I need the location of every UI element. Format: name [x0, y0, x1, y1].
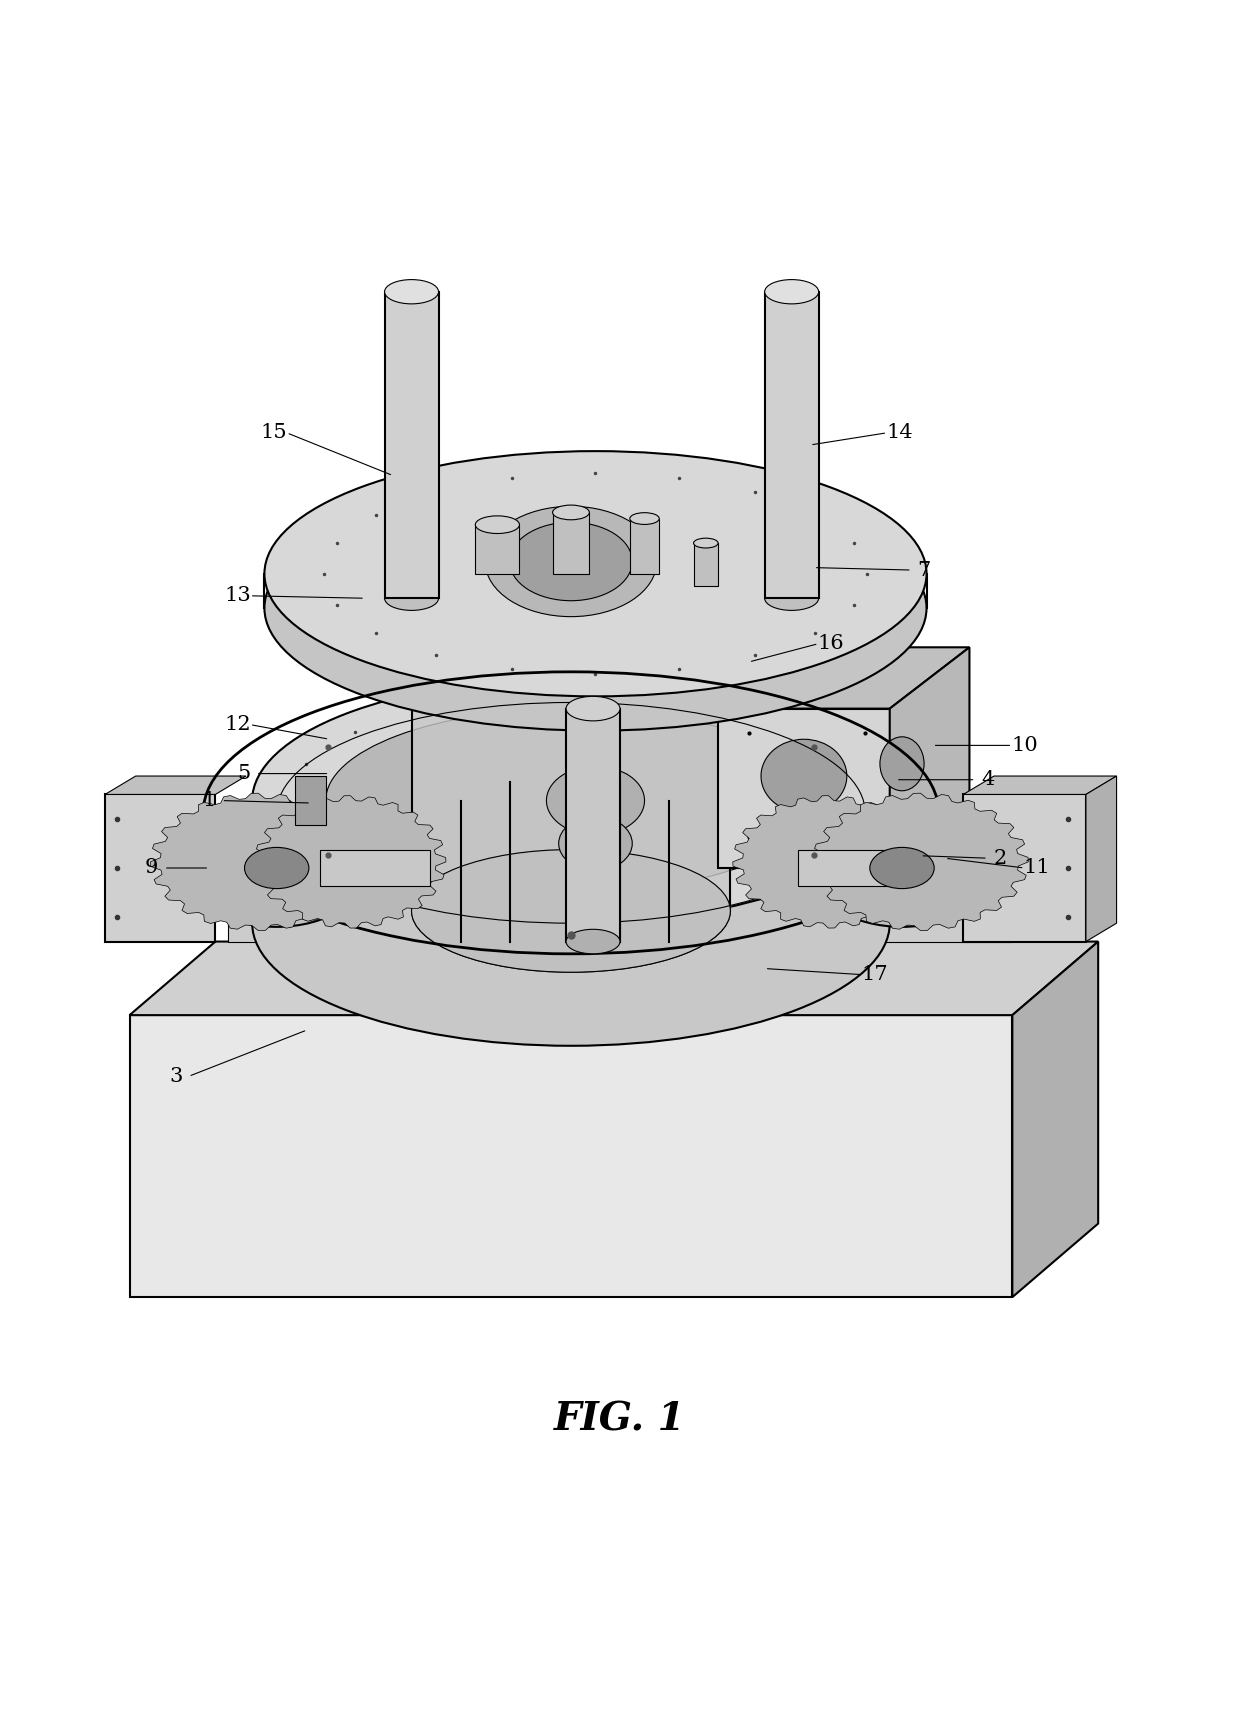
- Polygon shape: [129, 1016, 1012, 1297]
- Ellipse shape: [630, 512, 660, 524]
- Ellipse shape: [244, 847, 309, 889]
- Ellipse shape: [547, 766, 645, 835]
- Ellipse shape: [412, 849, 730, 972]
- Ellipse shape: [559, 816, 632, 870]
- Bar: [630, 519, 660, 573]
- Text: 4: 4: [981, 771, 994, 790]
- Bar: [565, 708, 620, 941]
- Bar: [384, 292, 439, 599]
- Polygon shape: [812, 793, 1028, 930]
- Bar: [693, 543, 718, 587]
- Ellipse shape: [384, 587, 439, 611]
- Text: 13: 13: [224, 587, 250, 606]
- Ellipse shape: [565, 929, 620, 953]
- Ellipse shape: [880, 736, 924, 792]
- Ellipse shape: [510, 523, 632, 601]
- Polygon shape: [228, 892, 670, 911]
- Bar: [553, 512, 589, 573]
- Polygon shape: [1012, 941, 1099, 1297]
- Polygon shape: [620, 892, 1061, 911]
- Text: 15: 15: [260, 424, 288, 443]
- Bar: [797, 849, 908, 887]
- Ellipse shape: [412, 849, 730, 972]
- Ellipse shape: [765, 587, 818, 611]
- Ellipse shape: [264, 486, 926, 731]
- Polygon shape: [105, 795, 216, 941]
- Ellipse shape: [765, 279, 818, 304]
- Text: 7: 7: [918, 561, 931, 580]
- Ellipse shape: [252, 679, 890, 924]
- Text: 2: 2: [993, 849, 1007, 868]
- Ellipse shape: [185, 809, 368, 927]
- Ellipse shape: [326, 892, 350, 904]
- Text: 5: 5: [237, 764, 250, 783]
- Ellipse shape: [475, 516, 520, 533]
- Text: 14: 14: [887, 424, 913, 443]
- Text: 9: 9: [145, 859, 159, 877]
- Ellipse shape: [485, 507, 657, 616]
- Ellipse shape: [412, 543, 730, 665]
- Bar: [475, 524, 520, 573]
- Polygon shape: [150, 793, 366, 930]
- Polygon shape: [890, 648, 970, 868]
- Bar: [765, 292, 818, 599]
- Ellipse shape: [217, 830, 336, 906]
- Polygon shape: [963, 795, 1086, 941]
- Text: 1: 1: [202, 792, 216, 811]
- Ellipse shape: [326, 708, 816, 892]
- Polygon shape: [105, 776, 246, 795]
- Ellipse shape: [761, 740, 847, 812]
- Polygon shape: [733, 795, 924, 929]
- Ellipse shape: [424, 892, 449, 904]
- Ellipse shape: [828, 892, 853, 904]
- Text: 10: 10: [1012, 736, 1038, 755]
- Polygon shape: [718, 648, 970, 708]
- Polygon shape: [718, 708, 890, 868]
- Polygon shape: [228, 911, 620, 941]
- Ellipse shape: [842, 830, 962, 906]
- Text: 11: 11: [1023, 859, 1050, 877]
- Polygon shape: [129, 941, 1099, 1016]
- Ellipse shape: [706, 892, 730, 904]
- Text: 17: 17: [862, 965, 888, 984]
- Ellipse shape: [693, 538, 718, 549]
- Bar: [295, 776, 326, 825]
- Ellipse shape: [869, 847, 934, 889]
- Ellipse shape: [810, 809, 994, 927]
- Ellipse shape: [384, 279, 439, 304]
- Ellipse shape: [553, 505, 589, 519]
- Text: FIG. 1: FIG. 1: [554, 1401, 686, 1439]
- Polygon shape: [963, 776, 1116, 795]
- Ellipse shape: [264, 451, 926, 696]
- Polygon shape: [254, 795, 446, 929]
- Ellipse shape: [565, 696, 620, 720]
- Polygon shape: [1086, 776, 1116, 941]
- Bar: [320, 849, 430, 887]
- Text: 16: 16: [817, 634, 844, 653]
- Ellipse shape: [252, 800, 890, 1045]
- Ellipse shape: [869, 847, 934, 889]
- Polygon shape: [620, 911, 1012, 941]
- Text: 3: 3: [170, 1068, 182, 1087]
- Text: 12: 12: [224, 715, 250, 734]
- Ellipse shape: [244, 847, 309, 889]
